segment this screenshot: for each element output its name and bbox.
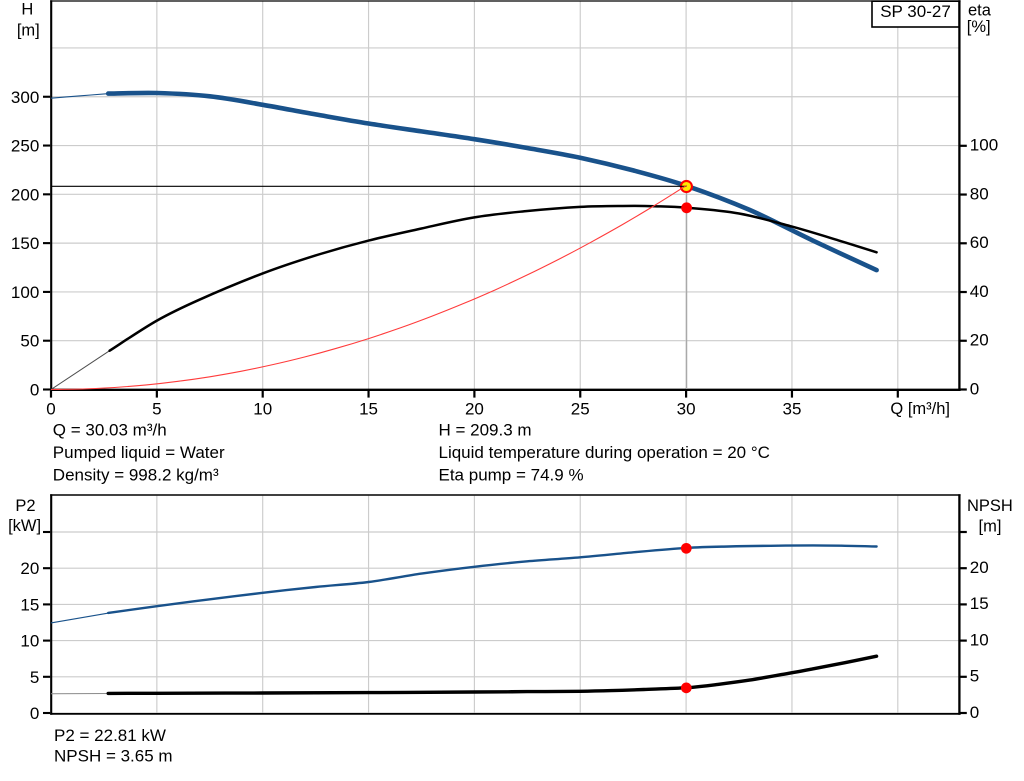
svg-text:300: 300 (11, 88, 39, 107)
svg-text:15: 15 (20, 595, 39, 614)
svg-text:150: 150 (11, 234, 39, 253)
svg-text:H = 209.3 m: H = 209.3 m (439, 420, 532, 439)
svg-text:15: 15 (359, 399, 378, 418)
svg-text:200: 200 (11, 185, 39, 204)
svg-text:P2 = 22.81 kW: P2 = 22.81 kW (54, 726, 166, 745)
svg-text:H: H (21, 1, 33, 19)
svg-text:5: 5 (152, 399, 161, 418)
svg-text:0: 0 (30, 704, 39, 723)
svg-text:100: 100 (11, 283, 39, 302)
svg-text:20: 20 (970, 558, 989, 577)
svg-text:Q [m³/h]: Q [m³/h] (890, 400, 950, 418)
svg-text:80: 80 (970, 184, 989, 203)
svg-text:5: 5 (30, 668, 39, 687)
svg-text:10: 10 (20, 632, 39, 651)
svg-text:[kW]: [kW] (8, 517, 41, 535)
svg-text:[m]: [m] (979, 517, 1002, 535)
svg-text:Q = 30.03 m³/h: Q = 30.03 m³/h (53, 420, 167, 439)
svg-text:35: 35 (782, 399, 801, 418)
svg-text:40: 40 (970, 282, 989, 301)
svg-text:20: 20 (465, 399, 484, 418)
svg-text:Liquid temperature during oper: Liquid temperature during operation = 20… (439, 443, 770, 462)
svg-text:Density = 998.2 kg/m³: Density = 998.2 kg/m³ (53, 465, 219, 484)
svg-text:0: 0 (46, 399, 55, 418)
svg-text:P2: P2 (15, 497, 35, 515)
svg-text:30: 30 (677, 399, 696, 418)
svg-text:100: 100 (970, 136, 998, 155)
svg-text:15: 15 (970, 594, 989, 613)
svg-text:60: 60 (970, 233, 989, 252)
svg-text:Pumped liquid = Water: Pumped liquid = Water (53, 443, 225, 462)
svg-text:20: 20 (970, 331, 989, 350)
svg-text:NPSH = 3.65 m: NPSH = 3.65 m (54, 746, 173, 765)
svg-text:10: 10 (253, 399, 272, 418)
svg-text:5: 5 (970, 667, 979, 686)
svg-text:Eta pump = 74.9 %: Eta pump = 74.9 % (439, 465, 584, 484)
svg-text:eta: eta (968, 2, 992, 20)
svg-text:25: 25 (571, 399, 590, 418)
svg-text:250: 250 (11, 137, 39, 156)
svg-text:50: 50 (20, 332, 39, 351)
svg-text:0: 0 (970, 379, 979, 398)
svg-text:10: 10 (970, 630, 989, 649)
svg-text:[%]: [%] (967, 18, 991, 36)
svg-text:0: 0 (30, 381, 39, 400)
svg-text:SP 30-27: SP 30-27 (880, 2, 951, 21)
svg-text:20: 20 (20, 559, 39, 578)
svg-text:0: 0 (970, 703, 979, 722)
svg-text:[m]: [m] (17, 21, 40, 39)
svg-text:NPSH: NPSH (967, 497, 1013, 515)
